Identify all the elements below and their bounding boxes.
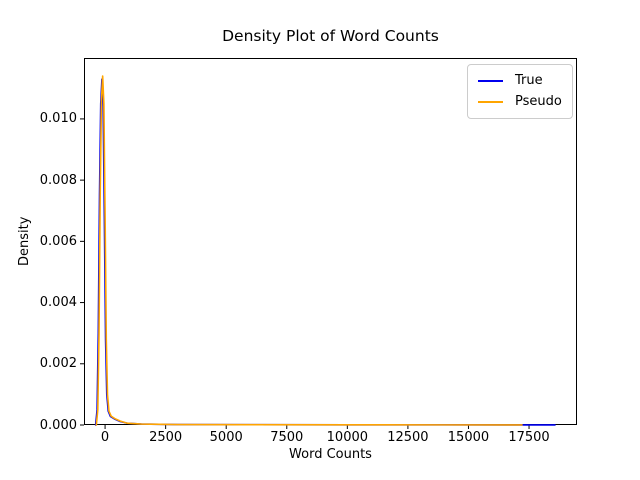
x-tick-label: 7500: [270, 430, 304, 445]
x-tick-label: 15000: [447, 430, 490, 445]
plot-area: [80, 58, 577, 429]
legend-label-true: True: [515, 73, 543, 88]
density-curve-pseudo: [95, 75, 523, 426]
legend-entry-true: True: [468, 70, 572, 91]
y-axis-label: Density: [17, 216, 32, 266]
x-tick-label: 10000: [326, 430, 369, 445]
x-tick-label: 2500: [149, 430, 183, 445]
y-tick-label: 0.010: [39, 111, 77, 127]
density-curve-true: [94, 78, 556, 426]
chart-title: Density Plot of Word Counts: [222, 27, 439, 45]
true-line-swatch: [478, 79, 503, 82]
legend-entry-pseudo: Pseudo: [468, 91, 572, 112]
legend-label-pseudo: Pseudo: [515, 94, 562, 109]
y-tick-label: 0.002: [39, 356, 77, 372]
density-curves-canvas: [80, 58, 577, 429]
x-tick-label: 12500: [387, 430, 429, 445]
y-tick-label: 0.000: [39, 417, 77, 433]
x-tick-label: 17500: [508, 430, 550, 445]
x-tick-label: 0: [100, 430, 110, 445]
y-tick-label: 0.008: [39, 172, 77, 188]
x-tick-label: 5000: [209, 430, 243, 445]
legend: True Pseudo: [467, 64, 573, 119]
y-tick-label: 0.006: [39, 233, 77, 249]
x-axis-label: Word Counts: [289, 447, 372, 462]
y-tick-label: 0.004: [39, 295, 77, 311]
pseudo-line-swatch: [478, 100, 503, 103]
